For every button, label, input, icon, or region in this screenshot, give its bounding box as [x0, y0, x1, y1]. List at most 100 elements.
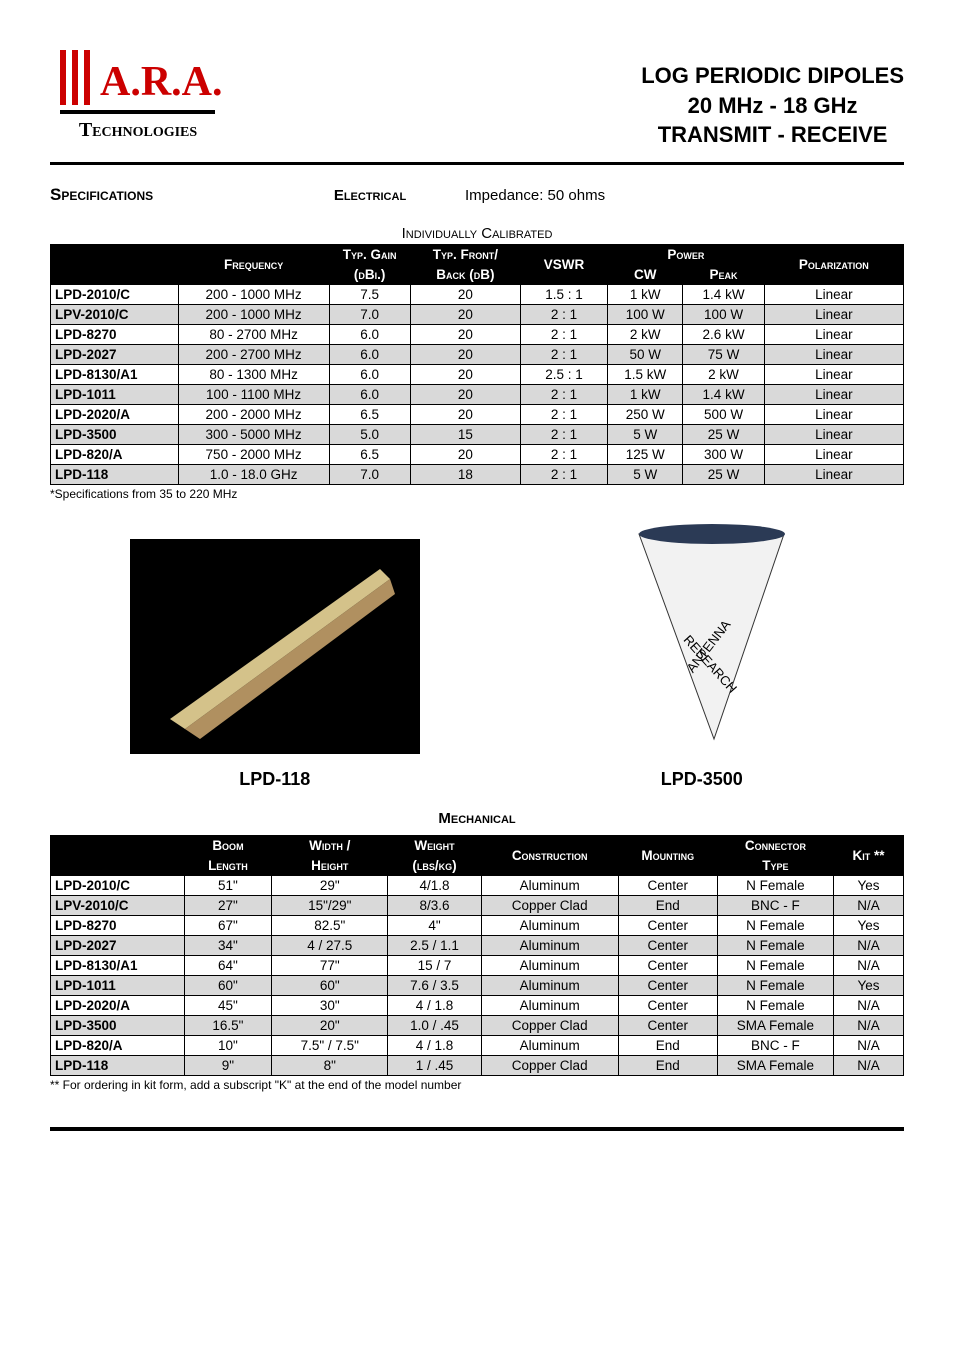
cell-pol: Linear: [764, 325, 903, 345]
cell-mount: Center: [618, 916, 717, 936]
cell-wt: 4 / 1.8: [388, 996, 481, 1016]
cell-freq: 200 - 2000 MHz: [178, 405, 329, 425]
cell-kit: Yes: [834, 916, 904, 936]
cell-vswr: 2 : 1: [520, 385, 607, 405]
cell-wt: 1.0 / .45: [388, 1016, 481, 1036]
cell-cw: 5 W: [608, 465, 683, 485]
cell-kit: N/A: [834, 956, 904, 976]
table-row: LPD-820/A750 - 2000 MHz6.5202 : 1125 W30…: [51, 445, 904, 465]
cell-freq: 200 - 1000 MHz: [178, 305, 329, 325]
cell-mount: Center: [618, 996, 717, 1016]
cell-freq: 750 - 2000 MHz: [178, 445, 329, 465]
elec-col-fb: Typ. Front/: [410, 245, 520, 265]
title-block: LOG PERIODIC DIPOLES 20 MHz - 18 GHz TRA…: [641, 61, 904, 150]
cell-peak: 500 W: [683, 405, 764, 425]
cell-boom: 60": [184, 976, 271, 996]
elec-col-freq: Frequency: [178, 245, 329, 285]
cell-model: LPD-2027: [51, 345, 179, 365]
cell-freq: 300 - 5000 MHz: [178, 425, 329, 445]
cell-con: Copper Clad: [481, 1016, 618, 1036]
cell-cw: 1 kW: [608, 285, 683, 305]
cell-wt: 8/3.6: [388, 896, 481, 916]
cell-conn: N Female: [717, 956, 833, 976]
cell-cw: 1.5 kW: [608, 365, 683, 385]
cell-wt: 4/1.8: [388, 876, 481, 896]
cell-vswr: 2 : 1: [520, 445, 607, 465]
cell-pol: Linear: [764, 305, 903, 325]
cell-fb: 20: [410, 285, 520, 305]
cell-gain: 6.5: [329, 445, 410, 465]
cell-freq: 200 - 2700 MHz: [178, 345, 329, 365]
image-right-label: LPD-3500: [579, 769, 824, 790]
cell-wh: 15"/29": [272, 896, 388, 916]
logo-brand-bottom: Technologies: [79, 119, 198, 141]
mech-col-wh2: Height: [272, 856, 388, 876]
table-row: LPD-1181.0 - 18.0 GHz7.0182 : 15 W25 WLi…: [51, 465, 904, 485]
cell-fb: 20: [410, 305, 520, 325]
cell-gain: 6.0: [329, 385, 410, 405]
cell-pol: Linear: [764, 425, 903, 445]
cell-vswr: 2 : 1: [520, 405, 607, 425]
title-line-3: TRANSMIT - RECEIVE: [641, 120, 904, 150]
cell-vswr: 2 : 1: [520, 345, 607, 365]
cell-conn: N Female: [717, 996, 833, 1016]
mech-col-con: Construction: [481, 836, 618, 876]
cell-cw: 100 W: [608, 305, 683, 325]
elec-col-gain: Typ. Gain: [329, 245, 410, 265]
cell-boom: 9": [184, 1056, 271, 1076]
cell-boom: 34": [184, 936, 271, 956]
cell-boom: 45": [184, 996, 271, 1016]
cell-wt: 4": [388, 916, 481, 936]
cell-boom: 64": [184, 956, 271, 976]
cell-kit: N/A: [834, 996, 904, 1016]
cell-peak: 2 kW: [683, 365, 764, 385]
cell-gain: 6.0: [329, 325, 410, 345]
cell-pol: Linear: [764, 405, 903, 425]
cell-cw: 125 W: [608, 445, 683, 465]
cell-cw: 1 kW: [608, 385, 683, 405]
header-bar: A.R.A. Technologies LOG PERIODIC DIPOLES…: [50, 40, 904, 165]
cell-mount: End: [618, 1036, 717, 1056]
cell-con: Aluminum: [481, 876, 618, 896]
mech-col-wt2: (lbs/kg): [388, 856, 481, 876]
cell-wh: 7.5" / 7.5": [272, 1036, 388, 1056]
cell-mount: Center: [618, 876, 717, 896]
cell-con: Aluminum: [481, 956, 618, 976]
cell-cw: 2 kW: [608, 325, 683, 345]
table-row: LPD-2027200 - 2700 MHz6.0202 : 150 W75 W…: [51, 345, 904, 365]
specs-row: Specifications Electrical Impedance: 50 …: [50, 185, 904, 205]
cell-fb: 20: [410, 345, 520, 365]
elec-col-pol: Polarization: [764, 245, 903, 285]
cell-cw: 50 W: [608, 345, 683, 365]
product-image-lpd118: [130, 539, 420, 754]
cell-kit: N/A: [834, 1056, 904, 1076]
elec-col-gain-unit: (dBi.): [329, 265, 410, 285]
cell-con: Copper Clad: [481, 1056, 618, 1076]
table-row: LPD-2010/C51"29"4/1.8AluminumCenterN Fem…: [51, 876, 904, 896]
cell-conn: BNC - F: [717, 1036, 833, 1056]
cell-kit: N/A: [834, 1016, 904, 1036]
product-image-lpd3500: ANTENNA RESEARCH: [579, 519, 824, 754]
cell-gain: 7.5: [329, 285, 410, 305]
mech-col-boom1: Boom: [184, 836, 271, 856]
cell-mount: End: [618, 1056, 717, 1076]
mech-col-conn2: Type: [717, 856, 833, 876]
cell-model: LPD-1011: [51, 976, 185, 996]
cell-kit: N/A: [834, 936, 904, 956]
elec-col-peak: Peak: [683, 265, 764, 285]
title-line-2: 20 MHz - 18 GHz: [641, 91, 904, 121]
mech-col-mount: Mounting: [618, 836, 717, 876]
cell-vswr: 1.5 : 1: [520, 285, 607, 305]
mechanical-footnote: ** For ordering in kit form, add a subsc…: [50, 1078, 904, 1092]
cell-conn: N Female: [717, 876, 833, 896]
title-line-1: LOG PERIODIC DIPOLES: [641, 61, 904, 91]
cell-vswr: 2 : 1: [520, 465, 607, 485]
cell-conn: SMA Female: [717, 1056, 833, 1076]
cell-freq: 1.0 - 18.0 GHz: [178, 465, 329, 485]
image-right-box: ANTENNA RESEARCH LPD-3500: [579, 519, 824, 790]
cell-wt: 15 / 7: [388, 956, 481, 976]
cell-wt: 2.5 / 1.1: [388, 936, 481, 956]
cell-model: LPD-2027: [51, 936, 185, 956]
cell-kit: Yes: [834, 876, 904, 896]
cell-kit: N/A: [834, 1036, 904, 1056]
